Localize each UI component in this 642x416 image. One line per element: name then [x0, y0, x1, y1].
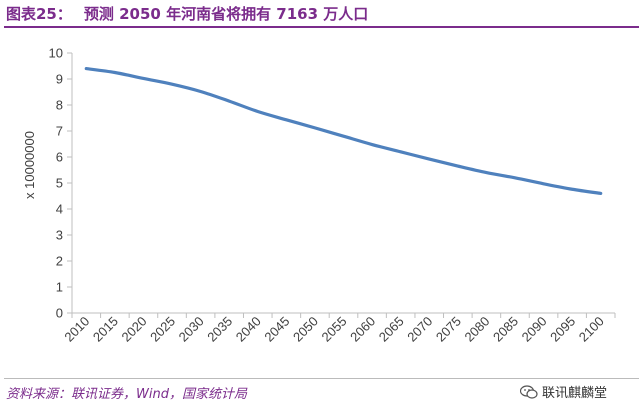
series-line	[84, 67, 603, 195]
x-tick-label: 2095	[547, 314, 578, 345]
x-tick-label: 2075	[433, 314, 464, 345]
y-tick-label: 7	[56, 124, 63, 139]
chart-title: 图表25： 预测 2050 年河南省将拥有 7163 万人口	[6, 3, 368, 24]
x-tick-label: 2015	[90, 314, 121, 345]
x-axis: 2010201520202025203020352040204520502055…	[61, 312, 616, 345]
source-note: 资料来源：联讯证券，Wind，国家统计局	[6, 387, 247, 402]
x-tick-label: 2090	[519, 314, 550, 345]
y-axis-label: x 10000000	[22, 131, 37, 199]
y-axis: 0 1 2 3 4 5 6 7 8 9 10	[49, 46, 73, 321]
x-tick-label: 2045	[261, 314, 292, 345]
y-tick-label: 10	[49, 46, 63, 61]
y-tick-label: 5	[56, 176, 63, 191]
x-tick-label: 2070	[404, 314, 435, 345]
x-tick-label: 2010	[61, 314, 92, 345]
series-group	[84, 67, 603, 195]
x-tick-label: 2085	[490, 314, 521, 345]
figure-title: 预测 2050 年河南省将拥有 7163 万人口	[83, 5, 369, 23]
y-tick-label: 4	[56, 202, 63, 217]
x-tick-label: 2055	[319, 314, 350, 345]
y-tick-label: 3	[56, 228, 63, 243]
watermark-text: 联讯麒麟堂	[542, 386, 608, 401]
watermark: 联讯麒麟堂	[520, 382, 607, 401]
x-tick-label: 2030	[176, 314, 207, 345]
y-tick-label: 2	[56, 254, 63, 269]
footer-divider	[4, 378, 639, 379]
x-tick-label: 2040	[233, 314, 264, 345]
y-tick-label: 0	[56, 306, 63, 321]
title-divider	[4, 26, 639, 28]
x-tick-label: 2060	[347, 314, 378, 345]
x-tick-label: 2065	[376, 314, 407, 345]
y-tick-label: 1	[56, 280, 63, 295]
figure-number: 图表25：	[6, 5, 72, 23]
x-tick-label: 2050	[290, 314, 321, 345]
x-tick-label: 2020	[119, 314, 150, 345]
x-tick-label: 2025	[147, 314, 178, 345]
y-tick-label: 9	[56, 72, 63, 87]
y-tick-label: 6	[56, 150, 63, 165]
x-tick-label: 2100	[576, 314, 607, 345]
x-tick-label: 2035	[204, 314, 235, 345]
wechat-icon	[520, 384, 538, 399]
y-tick-label: 8	[56, 98, 63, 113]
x-tick-label: 2080	[461, 314, 492, 345]
